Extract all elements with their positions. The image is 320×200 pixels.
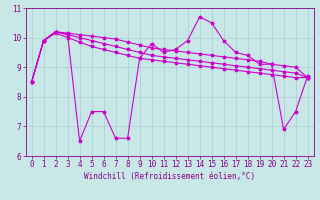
X-axis label: Windchill (Refroidissement éolien,°C): Windchill (Refroidissement éolien,°C) [84, 172, 255, 181]
